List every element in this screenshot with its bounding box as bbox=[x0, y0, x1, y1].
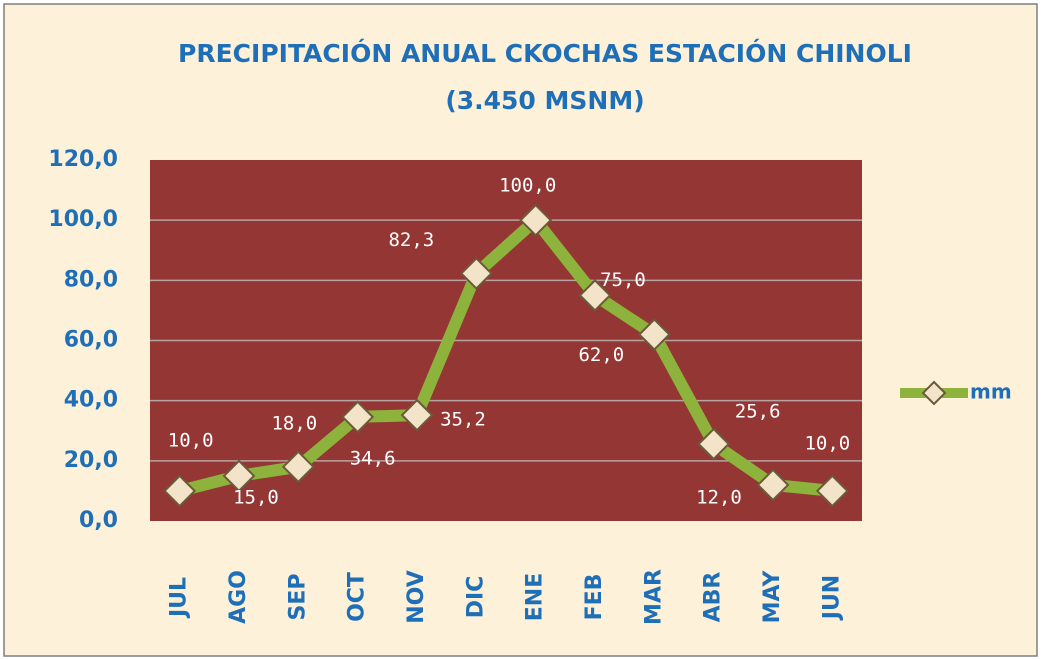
marker bbox=[400, 398, 434, 432]
chart-title: (3.450 MSNM) bbox=[445, 86, 644, 115]
marker bbox=[756, 468, 790, 502]
y-tick-label: 60,0 bbox=[64, 328, 118, 353]
x-tick-label: ABR bbox=[701, 572, 726, 623]
data-label: 18,0 bbox=[271, 412, 317, 434]
x-tick-label: JUN bbox=[819, 575, 844, 621]
chart-title: PRECIPITACIÓN ANUAL CKOCHAS ESTACIÓN CHI… bbox=[178, 38, 912, 68]
marker bbox=[815, 474, 849, 508]
marker bbox=[697, 427, 731, 461]
data-label: 35,2 bbox=[440, 409, 486, 431]
marker bbox=[519, 203, 553, 237]
y-tick-label: 0,0 bbox=[79, 508, 118, 533]
data-label: 62,0 bbox=[578, 344, 624, 366]
marker bbox=[459, 256, 493, 290]
x-tick-label: DIC bbox=[463, 576, 488, 619]
legend-label: mm bbox=[970, 380, 1012, 404]
data-label: 15,0 bbox=[233, 486, 279, 508]
y-tick-label: 120,0 bbox=[48, 147, 118, 172]
marker bbox=[222, 459, 256, 493]
data-label: 100,0 bbox=[499, 175, 556, 197]
y-tick-label: 100,0 bbox=[48, 207, 118, 232]
legend-marker bbox=[921, 380, 947, 406]
x-tick-label: JUL bbox=[167, 577, 192, 619]
data-label: 75,0 bbox=[600, 269, 646, 291]
marker bbox=[163, 474, 197, 508]
data-label: 34,6 bbox=[350, 447, 396, 469]
data-label: 10,0 bbox=[168, 429, 214, 451]
y-tick-label: 80,0 bbox=[64, 267, 118, 292]
x-tick-label: OCT bbox=[345, 572, 370, 622]
x-tick-label: FEB bbox=[582, 574, 607, 621]
marker bbox=[281, 450, 315, 484]
marker bbox=[341, 400, 375, 434]
x-tick-label: MAR bbox=[641, 569, 666, 625]
x-tick-label: ENE bbox=[523, 573, 548, 621]
data-label: 12,0 bbox=[696, 486, 742, 508]
data-label: 10,0 bbox=[804, 432, 850, 454]
data-label: 82,3 bbox=[388, 229, 434, 251]
marker bbox=[637, 318, 671, 351]
marker bbox=[578, 278, 612, 312]
x-tick-label: SEP bbox=[285, 574, 310, 621]
y-tick-label: 40,0 bbox=[64, 388, 118, 413]
x-tick-label: MAY bbox=[760, 570, 785, 624]
y-tick-label: 20,0 bbox=[64, 448, 118, 473]
x-tick-label: AGO bbox=[226, 570, 251, 624]
x-tick-label: NOV bbox=[404, 570, 429, 624]
data-label: 25,6 bbox=[735, 400, 781, 422]
